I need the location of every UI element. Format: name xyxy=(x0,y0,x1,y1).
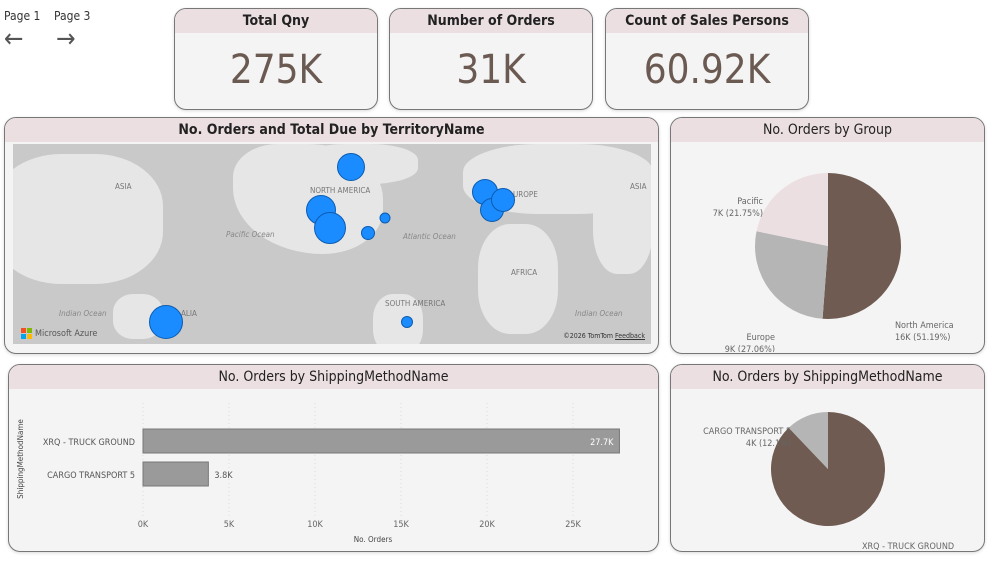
map-bubble[interactable] xyxy=(361,226,375,240)
bar[interactable] xyxy=(142,461,209,487)
kpi-title: Number of Orders xyxy=(390,9,592,33)
pie-slice[interactable] xyxy=(788,412,828,469)
kpi-count-sales-persons: Count of Sales Persons 60.92K xyxy=(605,8,809,110)
kpi-number-of-orders: Number of Orders 31K xyxy=(389,8,593,110)
microsoft-logo-icon xyxy=(21,328,32,339)
slice-value-label: 4K (12.1%) xyxy=(746,439,791,449)
feedback-link[interactable]: Feedback xyxy=(615,332,645,340)
map-label: Indian Ocean xyxy=(575,309,623,318)
y-axis-title: ShippingMethodName xyxy=(16,419,25,499)
map-label: ASIA xyxy=(115,182,132,191)
pie-chart-shipping: XRQ - TRUCK GROUND28K (87.9%)CARGO TRANS… xyxy=(703,412,954,551)
map-bubble[interactable] xyxy=(401,316,413,328)
map-bubble[interactable] xyxy=(149,305,183,339)
x-tick-label: 25K xyxy=(565,520,581,530)
x-tick-label: 0K xyxy=(138,520,149,530)
map-label: Atlantic Ocean xyxy=(403,232,456,241)
kpi-total-qny: Total Qny 275K xyxy=(174,8,378,110)
chart-title: No. Orders by Group xyxy=(671,118,984,142)
pie-slice[interactable] xyxy=(756,173,828,246)
chart-title: No. Orders by ShippingMethodName xyxy=(9,365,658,389)
kpi-value: 60.92K xyxy=(643,47,771,93)
bar-data-label: 3.8K xyxy=(214,471,233,481)
x-tick-label: 10K xyxy=(307,520,323,530)
map-bubble[interactable] xyxy=(491,188,515,212)
forward-arrow-icon[interactable]: → xyxy=(56,24,76,54)
map-label: Indian Ocean xyxy=(59,309,107,318)
pie-slice[interactable] xyxy=(822,173,901,319)
nav-page-3[interactable]: Page 3 xyxy=(54,9,91,23)
slice-label: North America xyxy=(895,321,954,331)
map-bubble[interactable] xyxy=(337,153,365,181)
slice-label: XRQ - TRUCK GROUND xyxy=(862,542,954,551)
map-bubble[interactable] xyxy=(314,212,346,244)
map-attribution: ©2026 TomTom Feedback xyxy=(563,332,645,340)
bar-shipping-visual: No. Orders by ShippingMethodName 0K 5K 10K… xyxy=(8,364,659,552)
kpi-value: 275K xyxy=(229,47,323,93)
azure-logo: Microsoft Azure xyxy=(21,328,97,339)
bar-data-label: 27.7K xyxy=(590,438,614,448)
azure-brand-text: Microsoft Azure xyxy=(35,328,98,339)
kpi-title: Total Qny xyxy=(175,9,377,33)
pie-shipping-visual: No. Orders by ShippingMethodName XRQ - T… xyxy=(670,364,985,552)
map-label: SOUTH AMERICA xyxy=(385,299,446,308)
bar-chart-shipping: 0K 5K 10K 15K 20K 25K XRQ - TRUCK GROUND 27.7K C… xyxy=(16,403,620,544)
back-arrow-icon[interactable]: ← xyxy=(4,24,24,54)
map-label: Pacific Ocean xyxy=(226,230,275,239)
map-bubble[interactable] xyxy=(379,212,391,224)
pie-slice[interactable] xyxy=(755,231,828,319)
kpi-value: 31K xyxy=(456,47,526,93)
slice-label: Pacific xyxy=(737,197,763,207)
slice-value-label: 7K (21.75%) xyxy=(713,209,763,219)
x-tick-label: 15K xyxy=(393,520,409,530)
x-axis-title: No. Orders xyxy=(354,535,393,544)
nav-page-1[interactable]: Page 1 xyxy=(4,9,41,23)
slice-label: Europe xyxy=(747,333,775,343)
pie-chart-group: North America 16K (51.19%) Europe 9K (27.06… xyxy=(713,173,954,353)
copyright-text: ©2026 TomTom xyxy=(563,332,614,340)
y-category-label: XRQ - TRUCK GROUND xyxy=(43,438,135,448)
map-label: ALIA xyxy=(181,309,197,318)
map-canvas[interactable]: ASIA NORTH AMERICA Pacific Ocean Atlanti… xyxy=(13,144,651,344)
kpi-title: Count of Sales Persons xyxy=(606,9,808,33)
map-visual[interactable]: No. Orders and Total Due by TerritoryNam… xyxy=(4,117,659,354)
slice-label: CARGO TRANSPORT 5 xyxy=(703,427,791,437)
y-category-label: CARGO TRANSPORT 5 xyxy=(47,471,135,481)
slice-value-label: 16K (51.19%) xyxy=(895,333,950,343)
pie-group-visual: No. Orders by Group North America 16K (51… xyxy=(670,117,985,354)
x-tick-label: 5K xyxy=(224,520,235,530)
bar[interactable] xyxy=(142,428,620,454)
map-label: UROPE xyxy=(513,190,538,199)
chart-title: No. Orders by ShippingMethodName xyxy=(671,365,984,389)
map-label: ASIA xyxy=(630,182,647,191)
x-tick-label: 20K xyxy=(479,520,495,530)
slice-value-label: 9K (27.06%) xyxy=(725,345,775,352)
map-title: No. Orders and Total Due by TerritoryNam… xyxy=(5,118,658,142)
map-label: AFRICA xyxy=(511,268,538,277)
map-label: NORTH AMERICA xyxy=(310,186,371,195)
